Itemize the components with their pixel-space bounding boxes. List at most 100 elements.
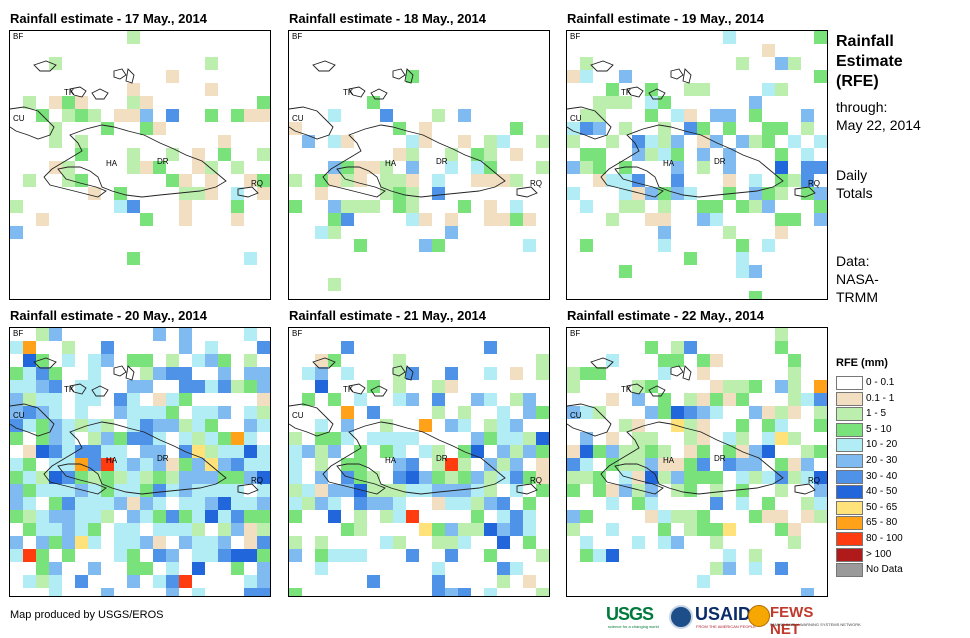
rfe-cell xyxy=(697,122,710,135)
rfe-cell xyxy=(432,393,445,406)
rfe-cell xyxy=(419,213,432,226)
rfe-cell xyxy=(697,432,710,445)
rfe-cell xyxy=(632,174,645,187)
rfe-cell xyxy=(231,161,244,174)
rfe-cell xyxy=(231,445,244,458)
map-label-dr: DR xyxy=(436,454,448,463)
coastline xyxy=(682,68,692,84)
rfe-cell xyxy=(328,445,341,458)
rfe-cell xyxy=(23,380,36,393)
rfe-cell xyxy=(814,380,827,393)
rfe-cell xyxy=(393,445,406,458)
map-label-bf: BF xyxy=(570,329,581,338)
rfe-cell xyxy=(341,341,354,354)
rfe-cell xyxy=(23,419,36,432)
rfe-cell xyxy=(393,354,406,367)
rfe-cell xyxy=(101,419,114,432)
rfe-cell xyxy=(179,328,192,341)
rfe-cell xyxy=(341,432,354,445)
rfe-cell xyxy=(445,471,458,484)
rfe-cell xyxy=(23,393,36,406)
rfe-cell xyxy=(419,471,432,484)
rfe-cell xyxy=(471,471,484,484)
rfe-cell xyxy=(484,367,497,380)
rfe-cell xyxy=(471,174,484,187)
rfe-cell xyxy=(606,174,619,187)
rfe-cell xyxy=(302,393,315,406)
rfe-cell xyxy=(354,200,367,213)
rfe-cell xyxy=(736,57,749,70)
rfe-cell xyxy=(723,562,736,575)
rfe-cell xyxy=(684,252,697,265)
legend-label: 0.1 - 1 xyxy=(866,392,895,404)
rfe-cell xyxy=(88,432,101,445)
rfe-cell xyxy=(484,213,497,226)
rfe-cell xyxy=(510,458,523,471)
rfe-cell xyxy=(697,575,710,588)
rfe-cell xyxy=(231,432,244,445)
rfe-cell xyxy=(775,57,788,70)
rfe-cell xyxy=(315,367,328,380)
rfe-cell xyxy=(315,380,328,393)
rfe-cell xyxy=(315,536,328,549)
rfe-cell xyxy=(593,484,606,497)
rfe-cell xyxy=(536,588,549,596)
rfe-cell xyxy=(75,96,88,109)
rfe-cell xyxy=(257,406,270,419)
panel-title-18: Rainfall estimate - 18 May., 2014 xyxy=(289,11,487,26)
rfe-cell xyxy=(471,393,484,406)
coastline xyxy=(648,385,666,397)
rfe-cell xyxy=(380,432,393,445)
rfe-cell xyxy=(445,161,458,174)
rfe-cell xyxy=(671,174,684,187)
rfe-cell xyxy=(632,148,645,161)
rfe-cell xyxy=(36,445,49,458)
rfe-cell xyxy=(393,536,406,549)
map-label-rq: RQ xyxy=(251,476,263,485)
rfe-cell xyxy=(593,367,606,380)
rfe-cell xyxy=(49,135,62,148)
rfe-cell xyxy=(75,471,88,484)
map-label-rq: RQ xyxy=(808,476,820,485)
map-label-cu: CU xyxy=(570,411,582,420)
rfe-cell xyxy=(523,445,536,458)
rfe-cell xyxy=(380,109,393,122)
rfe-cell xyxy=(510,510,523,523)
rfe-cell xyxy=(153,458,166,471)
rfe-cell xyxy=(710,109,723,122)
rfe-cell xyxy=(179,523,192,536)
rfe-cell xyxy=(684,341,697,354)
rfe-cell xyxy=(814,135,827,148)
rfe-cell xyxy=(289,432,302,445)
rfe-cell xyxy=(801,161,814,174)
rfe-cell xyxy=(88,562,101,575)
rfe-cell xyxy=(367,161,380,174)
rfe-cell xyxy=(814,213,827,226)
rfe-cell xyxy=(606,83,619,96)
rfe-cell xyxy=(788,57,801,70)
rfe-cell xyxy=(445,148,458,161)
rfe-cell xyxy=(166,471,179,484)
rfe-cell xyxy=(367,484,380,497)
rfe-cell xyxy=(153,575,166,588)
legend-label: 30 - 40 xyxy=(866,470,898,482)
coastline xyxy=(670,68,684,80)
rfe-cell xyxy=(671,135,684,148)
rfe-cell xyxy=(23,523,36,536)
rfe-cell xyxy=(23,458,36,471)
rfe-cell xyxy=(257,510,270,523)
rfe-cell xyxy=(315,226,328,239)
rfe-cell xyxy=(523,406,536,419)
rfe-cell xyxy=(205,57,218,70)
rfe-cell xyxy=(192,523,205,536)
rfe-cell xyxy=(406,187,419,200)
rfe-cell xyxy=(484,523,497,536)
coastline xyxy=(370,88,388,100)
rfe-cell xyxy=(762,239,775,252)
rfe-cell xyxy=(205,458,218,471)
rfe-cell xyxy=(257,187,270,200)
rfe-cell xyxy=(710,200,723,213)
rfe-cell xyxy=(671,510,684,523)
map-label-rq: RQ xyxy=(530,476,542,485)
rfe-cell xyxy=(302,484,315,497)
